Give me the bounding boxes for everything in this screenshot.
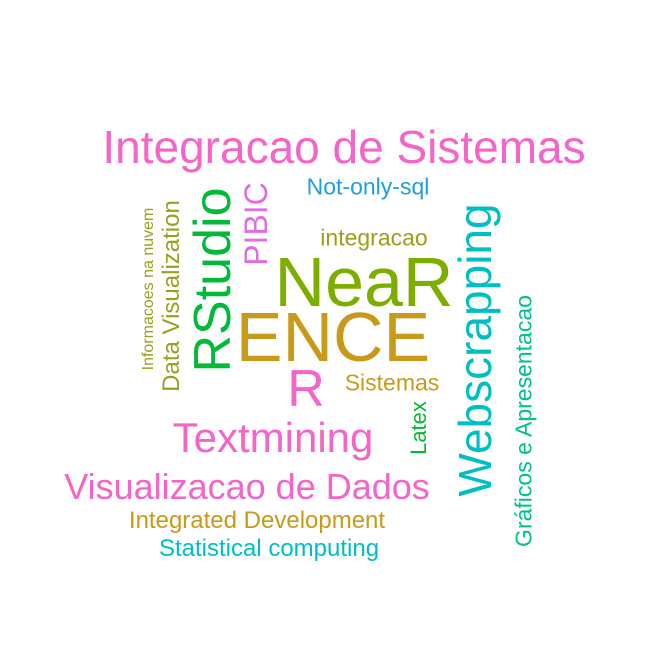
word-informacoes-na-nuvem: Informacoes na nuvem (140, 207, 157, 371)
word-graficos-e-apresentacao: Gráficos e Apresentacao (510, 295, 537, 547)
word-visualizacao-de-dados: Visualizacao de Dados (64, 466, 430, 507)
word-sistemas: Sistemas (344, 369, 440, 396)
word-latex: Latex (406, 401, 431, 455)
word-webscrapping: Webscrapping (449, 203, 501, 497)
word-not-only-sql: Not-only-sql (306, 173, 430, 200)
word-textmining: Textmining (172, 414, 374, 461)
word-pibic: PIBIC (238, 182, 274, 266)
word-integracao-de-sistemas: Integracao de Sistemas (102, 121, 586, 173)
word-r: R (287, 360, 325, 418)
word-statistical-computing: Statistical computing (158, 535, 380, 562)
word-data-visualization: Data Visualization (158, 200, 185, 392)
word-ence: ENCE (235, 298, 431, 376)
word-integrated-development: Integrated Development (128, 507, 386, 534)
word-integracao: integracao (320, 224, 428, 251)
word-rstudio: RStudio (184, 187, 242, 373)
word-near: NeaR (274, 243, 454, 321)
